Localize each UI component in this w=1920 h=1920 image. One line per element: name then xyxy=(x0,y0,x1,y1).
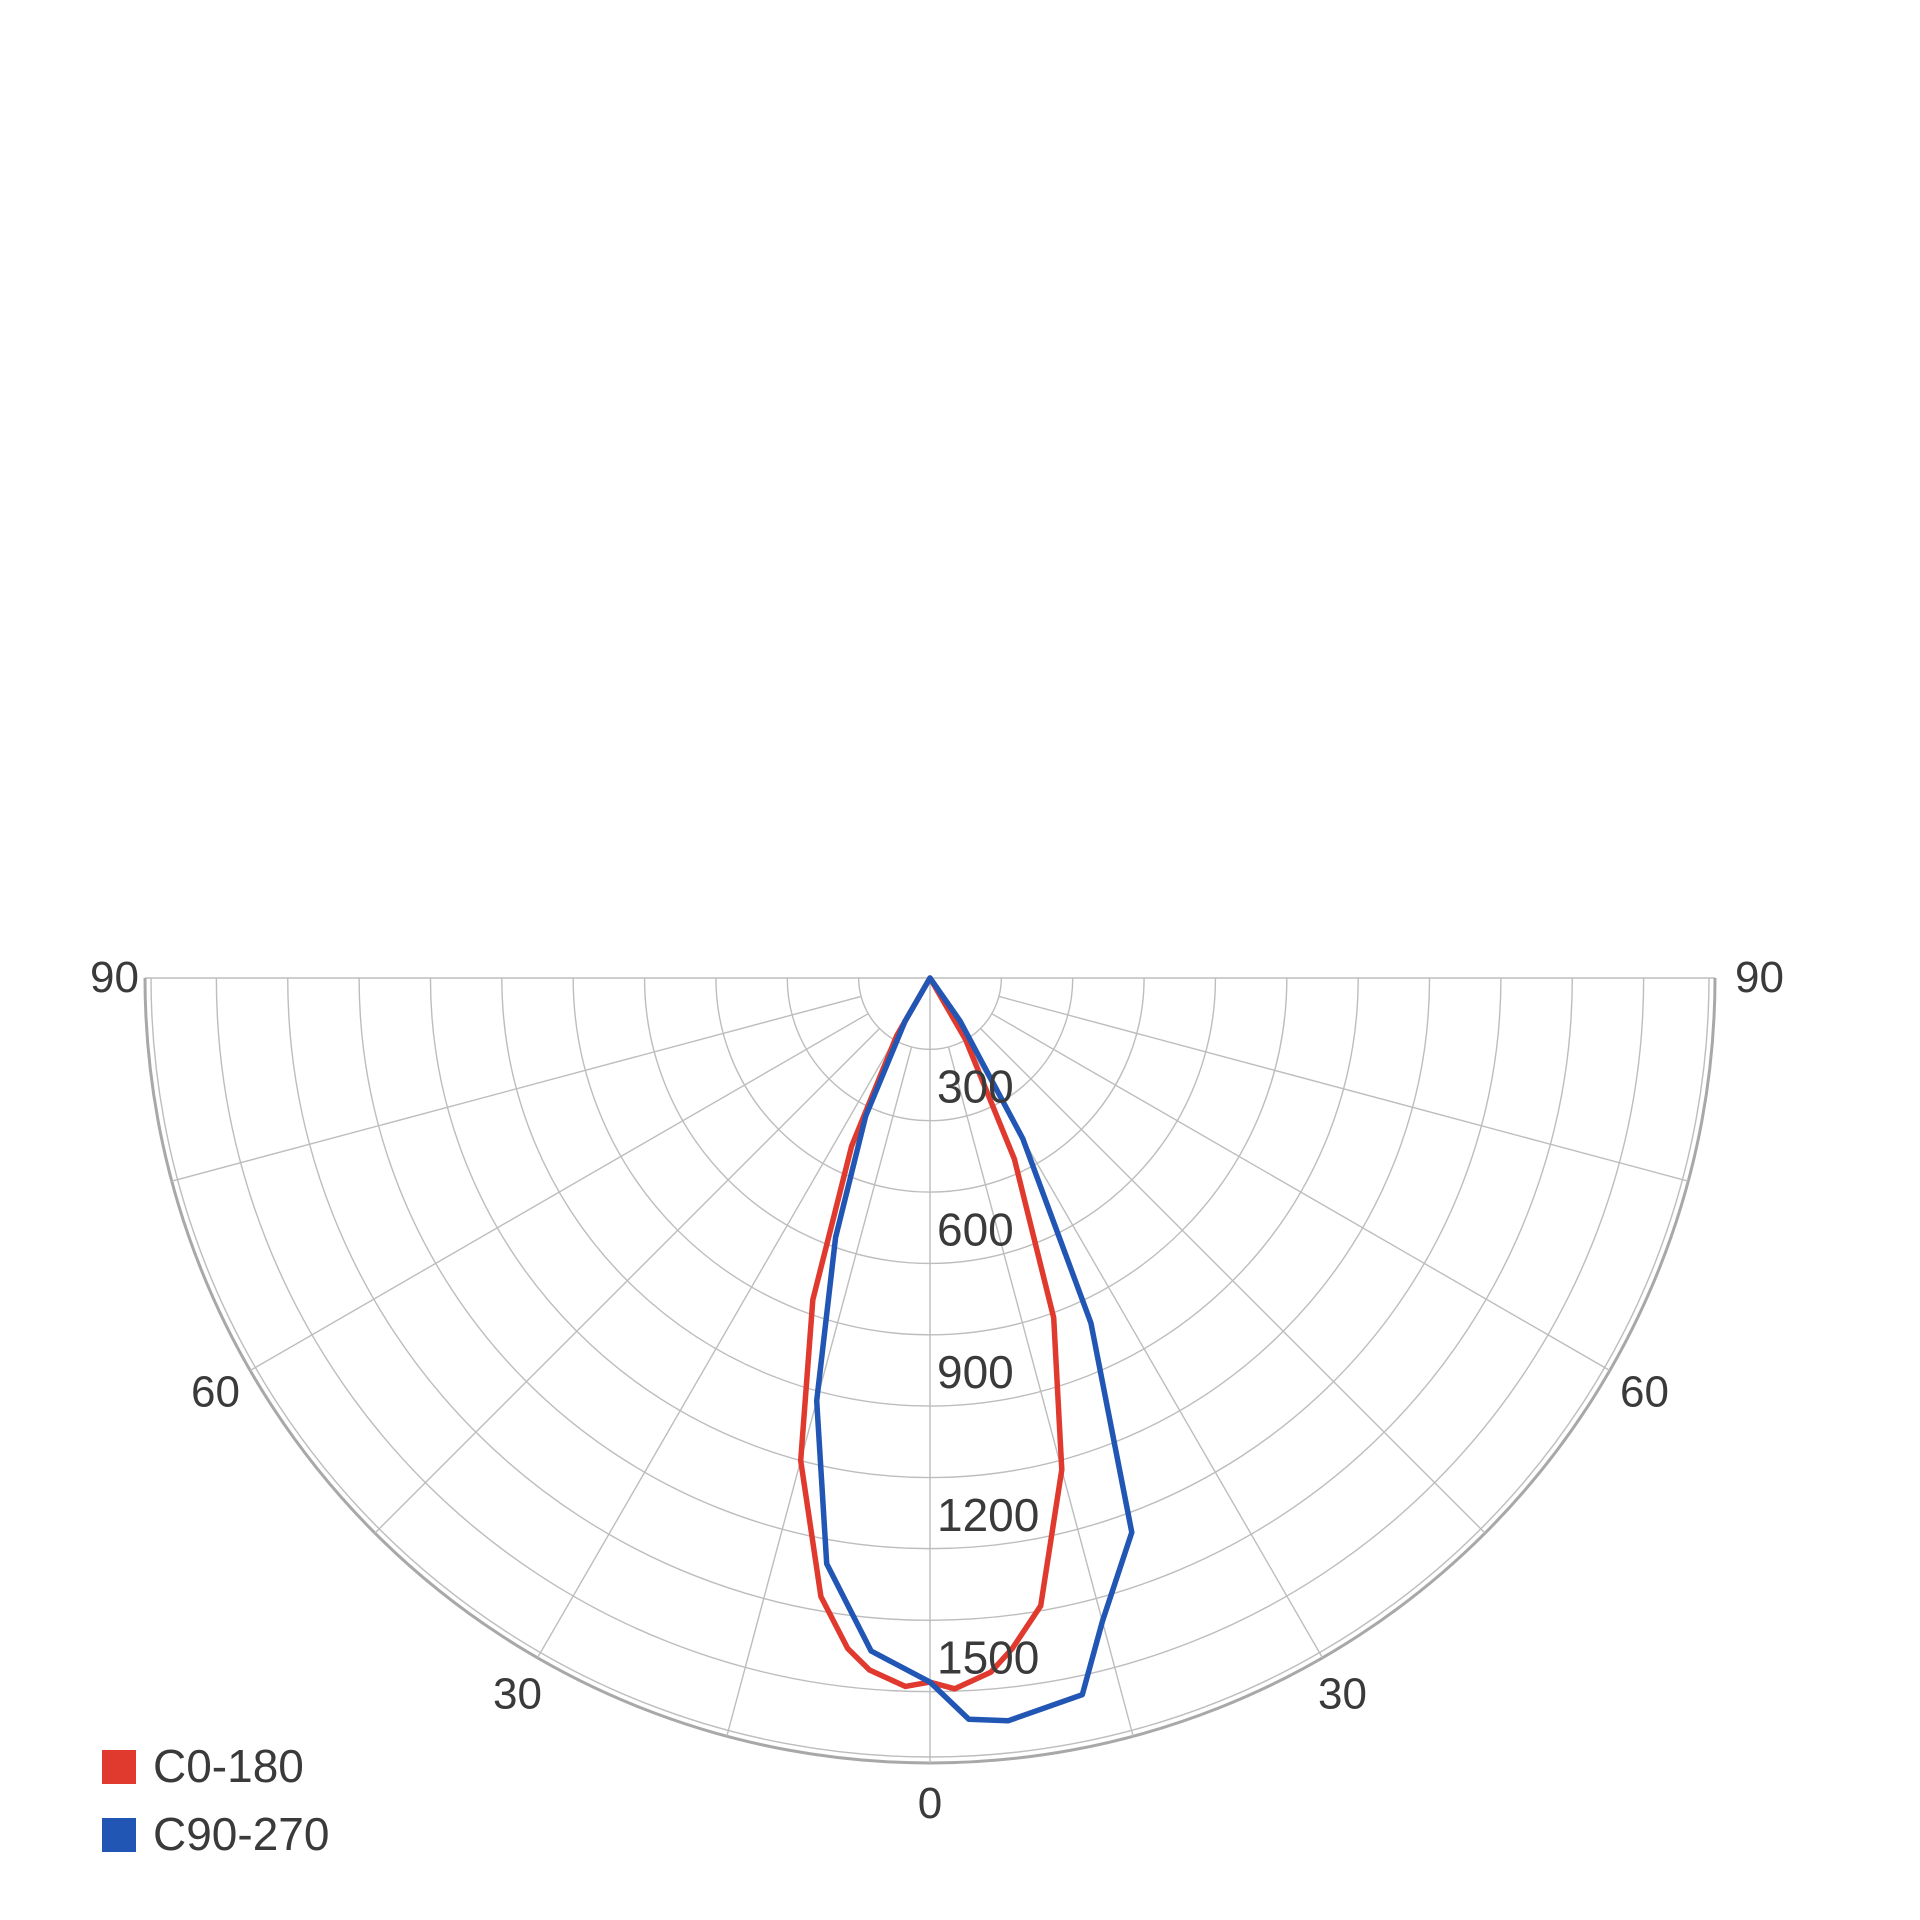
series-layer xyxy=(797,975,1135,1724)
radial-tick-label: 900 xyxy=(937,1346,1014,1398)
radial-tick-label: 600 xyxy=(937,1203,1014,1255)
angle-tick-label: 90 xyxy=(1735,953,1784,1002)
grid-spoke xyxy=(249,1013,869,1372)
legend: C0-180 C90-270 xyxy=(102,1740,329,1860)
radial-tick-label: 1500 xyxy=(937,1632,1039,1684)
radial-tick-label: 1200 xyxy=(937,1489,1039,1541)
angle-tick-label: 30 xyxy=(1318,1669,1367,1718)
grid-spoke xyxy=(374,1027,881,1534)
angle-tick-label: 60 xyxy=(1620,1368,1669,1417)
legend-swatch xyxy=(102,1818,136,1852)
angle-tick-label: 0 xyxy=(918,1779,942,1828)
series-line-c90-270 xyxy=(813,975,1135,1724)
legend-label: C90-270 xyxy=(153,1808,329,1860)
grid-spoke xyxy=(171,995,862,1182)
grid-spoke xyxy=(979,1027,1486,1534)
angle-tick-label: 30 xyxy=(493,1669,542,1718)
angle-tick-label: 60 xyxy=(191,1368,240,1417)
series-line-c0-180 xyxy=(797,975,1065,1692)
angle-tick-label: 90 xyxy=(90,953,139,1002)
radial-tick-label: 300 xyxy=(937,1061,1014,1113)
grid-spoke xyxy=(536,1039,895,1659)
legend-swatch xyxy=(102,1750,136,1784)
grid-spoke xyxy=(991,1013,1611,1372)
legend-label: C0-180 xyxy=(153,1740,304,1792)
grid-spoke xyxy=(998,995,1689,1182)
polar-grid xyxy=(143,978,1717,1765)
